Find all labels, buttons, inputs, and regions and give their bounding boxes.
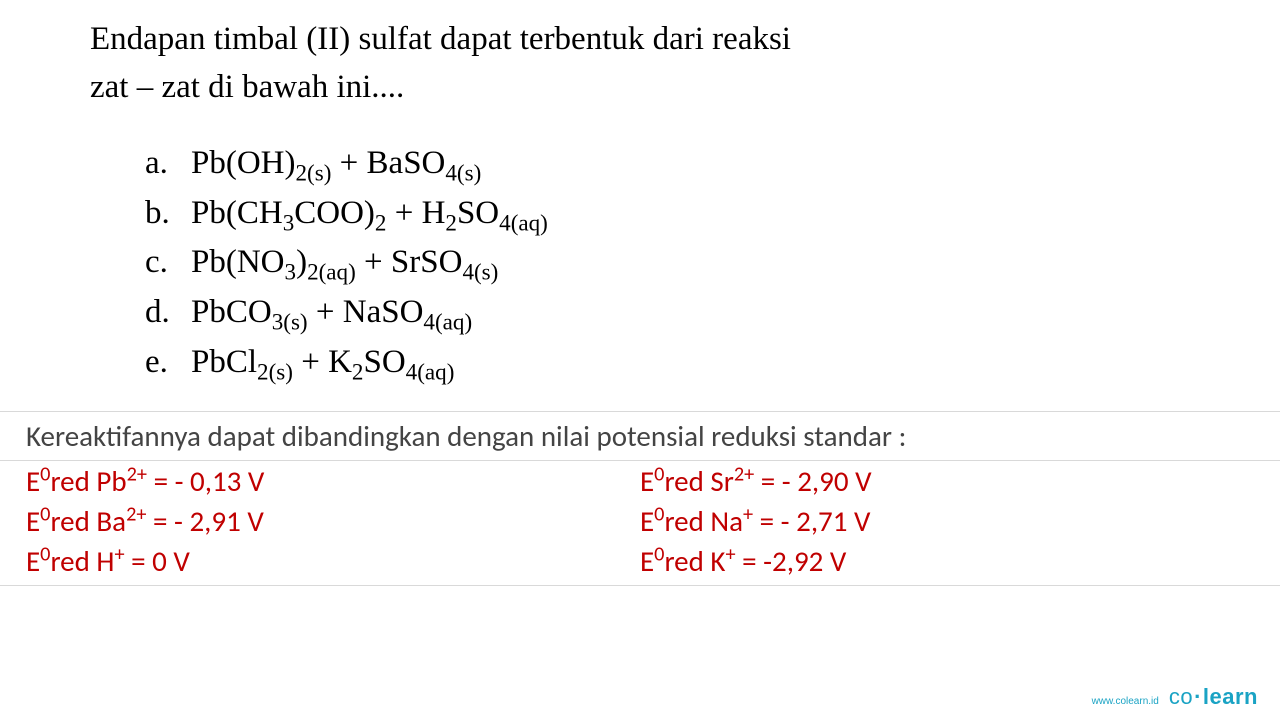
potential-row: E0red Na+ = - 2,71 V xyxy=(640,501,1254,541)
option-e: e. PbCl2(s) + K2SO4(aq) xyxy=(145,339,1190,387)
footer: www.colearn.id co·learn xyxy=(1092,684,1258,710)
option-d: d. PbCO3(s) + NaSO4(aq) xyxy=(145,289,1190,337)
right-column: E0red Sr2+ = - 2,90 V E0red Na+ = - 2,71… xyxy=(640,461,1254,581)
divider xyxy=(0,585,1280,586)
potential-row: E0red Sr2+ = - 2,90 V xyxy=(640,461,1254,501)
logo-part1: co xyxy=(1169,684,1193,709)
question-line-2: zat – zat di bawah ini.... xyxy=(90,64,1190,112)
potential-row: E0red Pb2+ = - 0,13 V xyxy=(26,461,640,501)
logo-part2: learn xyxy=(1203,684,1258,709)
option-formula: PbCO3(s) + NaSO4(aq) xyxy=(191,289,472,337)
option-label: c. xyxy=(145,239,191,287)
logo-dot: · xyxy=(1193,684,1203,709)
options-list: a. Pb(OH)2(s) + BaSO4(s) b. Pb(CH3COO)2 … xyxy=(90,140,1190,387)
potential-row: E0red H+ = 0 V xyxy=(26,541,640,581)
potential-row: E0red Ba2+ = - 2,91 V xyxy=(26,501,640,541)
option-label: e. xyxy=(145,339,191,387)
option-formula: Pb(OH)2(s) + BaSO4(s) xyxy=(191,140,481,188)
option-label: d. xyxy=(145,289,191,337)
potential-table: E0red Pb2+ = - 0,13 V E0red Ba2+ = - 2,9… xyxy=(0,461,1280,581)
option-b: b. Pb(CH3COO)2 + H2SO4(aq) xyxy=(145,190,1190,238)
brand-logo: co·learn xyxy=(1169,684,1258,710)
footer-url: www.colearn.id xyxy=(1092,696,1159,707)
question-line-1: Endapan timbal (II) sulfat dapat terbent… xyxy=(90,16,1190,64)
option-label: b. xyxy=(145,190,191,238)
option-formula: PbCl2(s) + K2SO4(aq) xyxy=(191,339,454,387)
option-a: a. Pb(OH)2(s) + BaSO4(s) xyxy=(145,140,1190,188)
secondary-block: Kereaktifannya dapat dibandingkan dengan… xyxy=(0,411,1280,586)
potential-row: E0red K+ = -2,92 V xyxy=(640,541,1254,581)
left-column: E0red Pb2+ = - 0,13 V E0red Ba2+ = - 2,9… xyxy=(26,461,640,581)
option-label: a. xyxy=(145,140,191,188)
option-c: c. Pb(NO3)2(aq) + SrSO4(s) xyxy=(145,239,1190,287)
secondary-title: Kereaktifannya dapat dibandingkan dengan… xyxy=(0,412,1280,460)
option-formula: Pb(CH3COO)2 + H2SO4(aq) xyxy=(191,190,548,238)
question-block: Endapan timbal (II) sulfat dapat terbent… xyxy=(0,0,1280,387)
option-formula: Pb(NO3)2(aq) + SrSO4(s) xyxy=(191,239,498,287)
